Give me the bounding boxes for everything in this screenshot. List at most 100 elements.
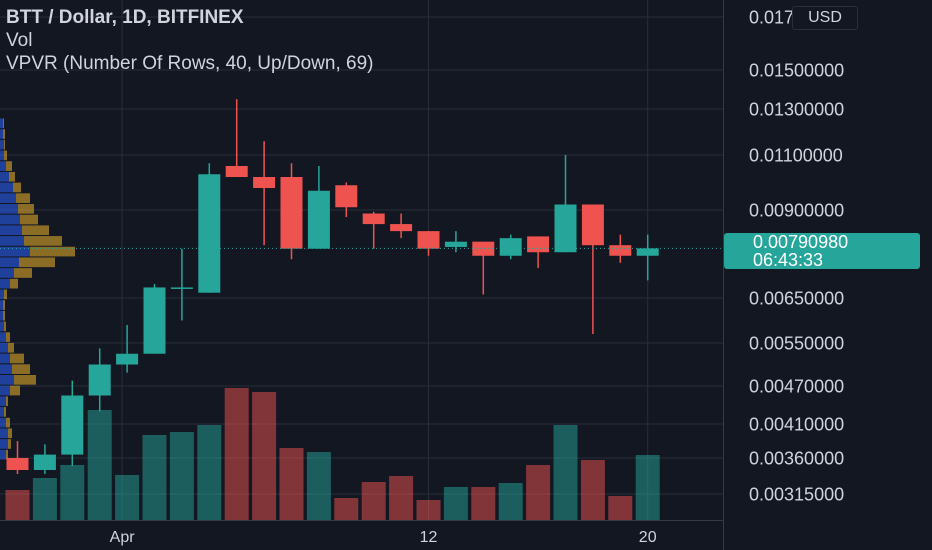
vpvr-down-bar: [4, 139, 5, 150]
candle-body: [335, 185, 358, 208]
vpvr-up-bar: [0, 204, 18, 214]
volume-bar: [416, 500, 441, 520]
volume-bar: [608, 496, 633, 520]
price-tick-label: 0.00650000: [749, 289, 844, 309]
vpvr-down-bar: [3, 310, 5, 321]
volume-bar: [5, 490, 30, 520]
volume-bar: [580, 460, 605, 520]
vpvr-down-bar: [3, 129, 5, 139]
volume-bar: [306, 452, 331, 520]
volume-study-label[interactable]: Vol: [6, 30, 33, 51]
vpvr-up-bar: [0, 139, 4, 150]
candle-body: [417, 231, 440, 249]
time-tick-label: 12: [420, 529, 438, 546]
vpvr-down-bar: [8, 428, 12, 439]
volume-bar: [553, 425, 578, 520]
volume-bar: [252, 392, 277, 520]
vpvr-down-bar: [13, 182, 21, 193]
volume-bar: [361, 482, 386, 520]
vpvr-up-bar: [0, 449, 6, 460]
candle-body: [6, 458, 29, 470]
volume-bar: [32, 478, 57, 520]
volume-bar: [635, 455, 660, 520]
vpvr-down-bar: [8, 439, 11, 449]
vpvr-up-bar: [0, 214, 20, 225]
volume-bar: [197, 425, 222, 520]
vpvr-down-bar: [10, 278, 18, 289]
vpvr-up-bar: [0, 439, 8, 449]
vpvr-up-bar: [0, 236, 24, 246]
price-tick-label: 0.00315000: [749, 485, 844, 505]
candle-body: [444, 241, 467, 247]
volume-bar: [389, 476, 414, 520]
price-tick-label: 0.00900000: [749, 201, 844, 221]
volume-bar: [471, 487, 496, 520]
volume-bars: [5, 388, 660, 520]
price-tick-label: 0.00360000: [749, 449, 844, 469]
vpvr-down-bar: [4, 150, 7, 161]
vpvr-down-bar: [20, 214, 38, 225]
vpvr-up-bar: [0, 364, 12, 374]
vpvr-down-bar: [14, 268, 32, 278]
volume-bar: [279, 448, 304, 520]
price-tick-label: 0.00410000: [749, 415, 844, 435]
vpvr-down-bar: [10, 353, 24, 364]
candle-body: [472, 241, 495, 256]
price-axis[interactable]: 0.017000000.015000000.013000000.01100000…: [723, 0, 845, 550]
vpvr-down-bar: [19, 257, 55, 268]
vpvr-up-bar: [0, 129, 3, 139]
volume-bar: [60, 465, 85, 520]
vpvr-up-bar: [0, 268, 14, 278]
volume-bar: [142, 435, 167, 520]
time-tick-label: Apr: [110, 529, 136, 546]
candle-body: [143, 287, 166, 354]
vpvr-up-bar: [0, 289, 4, 300]
vpvr-study-label[interactable]: VPVR (Number Of Rows, 40, Up/Down, 69): [6, 53, 374, 74]
vpvr-up-bar: [0, 428, 8, 439]
currency-button[interactable]: USD: [792, 6, 858, 30]
vpvr-up-bar: [0, 182, 13, 193]
chart-legend: BTT / Dollar, 1D, BITFINEX Vol VPVR (Num…: [6, 6, 373, 75]
vpvr-up-bar: [0, 342, 8, 353]
candle-body: [280, 177, 303, 249]
candle-body: [225, 166, 248, 177]
candle-body: [499, 238, 522, 256]
vpvr-up-bar: [0, 375, 14, 385]
candle-body: [116, 353, 139, 365]
vpvr-down-bar: [16, 193, 30, 203]
last-price-value: 0.00790980: [753, 232, 849, 252]
symbol-title[interactable]: BTT / Dollar, 1D, BITFINEX: [6, 7, 244, 28]
candle-body: [581, 204, 604, 246]
volume-bar: [87, 410, 112, 520]
vpvr-up-bar: [0, 193, 16, 203]
vpvr-down-bar: [3, 118, 4, 129]
time-axis[interactable]: Apr 12 20: [0, 520, 723, 547]
last-price-tag: 0.00790980 06:43:33: [724, 233, 920, 269]
vpvr-down-bar: [4, 321, 6, 332]
vpvr-down-bar: [6, 396, 8, 407]
volume-bar: [526, 465, 551, 520]
candle-body: [636, 248, 659, 256]
vpvr-up-bar: [0, 396, 6, 407]
vpvr-down-bar: [9, 171, 15, 182]
vpvr-up-bar: [0, 278, 10, 289]
vpvr-up-bar: [0, 246, 30, 257]
candle-body: [307, 190, 330, 249]
volume-bar: [334, 498, 359, 520]
vpvr-down-bar: [14, 375, 36, 385]
price-tick-label: 0.01500000: [749, 61, 844, 81]
vpvr-down-bar: [6, 332, 10, 342]
vpvr-up-bar: [0, 353, 10, 364]
vpvr-up-bar: [0, 171, 9, 182]
volume-bar: [443, 487, 468, 520]
vpvr-down-bar: [22, 225, 49, 236]
candle-body: [198, 174, 221, 293]
vpvr-up-bar: [0, 321, 4, 332]
vpvr-up-bar: [0, 161, 6, 171]
candle-body: [527, 236, 550, 253]
candle-body: [362, 213, 385, 225]
vpvr-down-bar: [6, 449, 8, 460]
candle-body: [390, 224, 413, 232]
vpvr-down-bar: [3, 300, 5, 310]
